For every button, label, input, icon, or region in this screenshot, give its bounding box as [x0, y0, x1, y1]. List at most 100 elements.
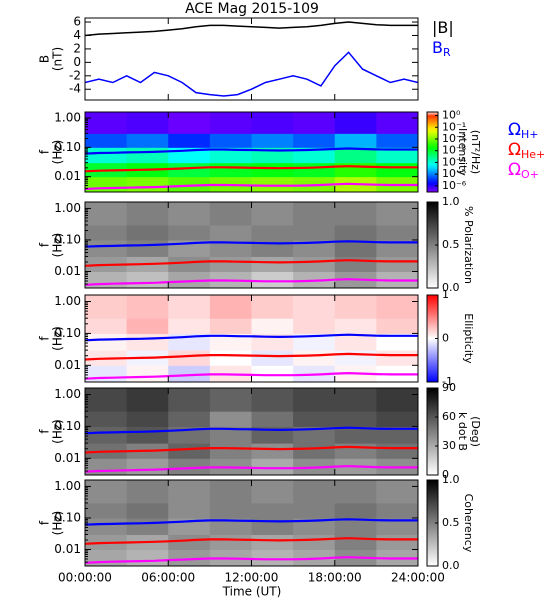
- gyrofrequency-line: [85, 240, 418, 248]
- y-tick-label: 0.01: [54, 169, 81, 183]
- panel: [85, 202, 418, 288]
- gyrofrequency-line: [85, 259, 418, 267]
- y-tick-label: 0.10: [54, 510, 81, 524]
- spectrogram-cell: [209, 411, 252, 427]
- y-tick-label: 6: [73, 15, 81, 29]
- colorbar-label: % Polarization: [462, 206, 475, 284]
- colorbar-tick-label: -1: [442, 375, 453, 388]
- spectrogram-cell: [85, 502, 128, 519]
- colorbar-tick-label: 10⁻¹: [442, 120, 466, 133]
- spectrogram-cell: [334, 502, 377, 519]
- spectrogram-cell: [168, 458, 211, 475]
- y-tick-label: -2: [69, 68, 81, 82]
- y-tick-label: 0.01: [54, 358, 81, 372]
- spectrogram-cell: [376, 350, 418, 366]
- spectrogram-cell: [293, 443, 336, 459]
- y-axis-label: f: [38, 242, 52, 247]
- spectrogram-cell: [209, 202, 252, 226]
- y-tick-label: 0.10: [54, 140, 81, 154]
- spectrogram-cell: [334, 350, 377, 366]
- spectrogram-cell: [293, 388, 336, 412]
- spectrogram-cell: [85, 239, 128, 257]
- spectrogram-cell: [376, 133, 418, 148]
- spectrogram-cell: [209, 480, 252, 504]
- panel: [85, 388, 418, 475]
- colorbar-tick-label: 0.5: [442, 516, 460, 529]
- y-tick-label: 0.01: [54, 451, 81, 465]
- legend-name: Ω: [508, 120, 521, 140]
- series-line: [85, 51, 418, 97]
- spectrogram-cell: [376, 256, 418, 273]
- colorbar-label: Coherency: [462, 494, 475, 553]
- panel: [85, 480, 418, 566]
- spectrogram-cell: [126, 112, 169, 134]
- spectrogram-cell: [126, 133, 169, 148]
- spectrogram-cell: [334, 480, 377, 504]
- spectrogram-cell: [168, 534, 211, 551]
- legend-entry: ΩH+: [508, 120, 539, 141]
- spectrogram-cell: [85, 318, 128, 334]
- spectrogram-cell: [85, 333, 128, 351]
- spectrogram-cell: [126, 411, 169, 427]
- gyrofrequency-line: [85, 165, 418, 173]
- colorbar-tick-label: 10⁻⁴: [442, 155, 467, 168]
- spectrogram-cell: [251, 534, 294, 551]
- spectrogram-cell: [85, 202, 128, 226]
- spectrogram-cell: [293, 426, 336, 444]
- spectrogram-cell: [168, 365, 211, 382]
- spectrogram-cell: [293, 411, 336, 427]
- spectrogram-cell: [168, 224, 211, 241]
- spectrogram-cell: [251, 224, 294, 241]
- spectrogram-cell: [126, 202, 169, 226]
- colorbar: [426, 387, 439, 476]
- spectrogram-cell: [293, 534, 336, 551]
- colorbar-label: Intensity: [456, 128, 469, 176]
- spectrogram-cell: [85, 176, 128, 192]
- spectrogram-cell: [168, 295, 211, 319]
- spectrogram-cell: [209, 350, 252, 366]
- colorbar-tick-label: 10⁻²: [442, 132, 466, 145]
- spectrogram-cell: [334, 388, 377, 412]
- x-tick-label: 24:00:00: [391, 571, 445, 585]
- spectrogram-cell: [293, 256, 336, 273]
- legend-name: Ω: [508, 160, 521, 180]
- spectrogram-cell: [251, 443, 294, 459]
- colorbar-tick-label: 0.0: [442, 559, 460, 572]
- spectrogram-cell: [209, 333, 252, 351]
- y-axis-label: (Hz): [51, 233, 65, 258]
- gyrofrequency-line: [85, 147, 418, 155]
- spectrogram-cell: [168, 318, 211, 334]
- spectrogram-cell: [168, 256, 211, 273]
- spectrogram-cell: [85, 549, 128, 566]
- spectrogram-cell: [126, 549, 169, 566]
- y-tick-label: 0.10: [54, 419, 81, 433]
- spectrogram-cell: [376, 426, 418, 444]
- y-tick-label: 4: [73, 28, 81, 42]
- spectrogram-cell: [85, 271, 128, 288]
- spectrogram-cell: [85, 517, 128, 535]
- spectrogram-cell: [334, 224, 377, 241]
- spectrogram-cell: [251, 502, 294, 519]
- spectrogram-cell: [376, 162, 418, 178]
- spectrogram-cell: [251, 112, 294, 134]
- spectrogram-cell: [126, 458, 169, 475]
- y-tick-label: 1.00: [54, 387, 81, 401]
- legend-entry: ΩO+: [508, 160, 539, 181]
- spectrogram-cell: [251, 271, 294, 288]
- spectrogram-cell: [126, 426, 169, 444]
- spectrogram-cell: [126, 176, 169, 192]
- spectrogram-cell: [334, 239, 377, 257]
- spectrogram-cell: [334, 443, 377, 459]
- spectrogram-cell: [209, 534, 252, 551]
- spectrogram-cell: [251, 133, 294, 148]
- colorbar-label: k dot B: [456, 412, 469, 451]
- spectrogram-cell: [126, 517, 169, 535]
- colorbar: [426, 111, 439, 193]
- spectrogram-cell: [85, 147, 128, 164]
- spectrogram-cell: [293, 202, 336, 226]
- legend-name: Ω: [508, 140, 521, 160]
- spectrogram-cell: [168, 202, 211, 226]
- spectrogram-cell: [376, 318, 418, 334]
- x-tick-label: 18:00:00: [308, 571, 362, 585]
- y-axis-label: f: [38, 520, 52, 525]
